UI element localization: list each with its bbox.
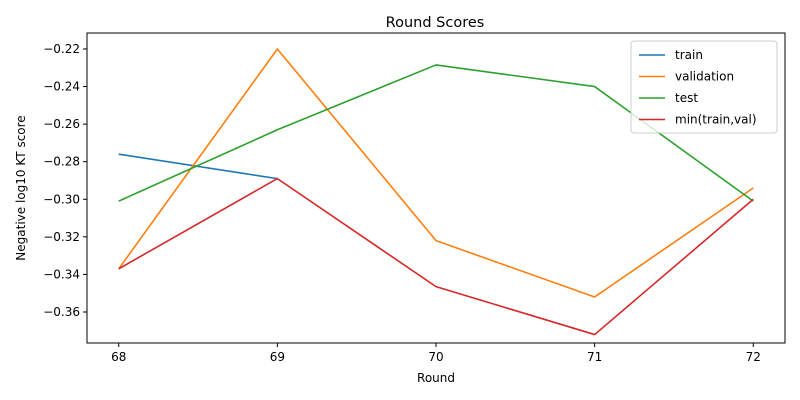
x-tick-label: 72	[746, 350, 761, 364]
x-tick-label: 71	[587, 350, 602, 364]
legend-label-0: train	[675, 48, 703, 62]
x-tick-label: 69	[270, 350, 285, 364]
y-axis: −0.36 −0.34 −0.32 −0.30 −0.28 −0.26 −0.24 −0.22	[43, 42, 87, 319]
x-axis-title: Round	[417, 371, 455, 385]
series-line-0	[118, 153, 278, 180]
y-tick-label: −0.30	[43, 192, 80, 206]
y-tick-label: −0.22	[43, 42, 80, 56]
y-tick-label: −0.36	[43, 305, 80, 319]
y-tick-label: −0.34	[43, 267, 80, 281]
y-tick-label: −0.24	[43, 80, 80, 94]
chart-title: Round Scores	[386, 15, 485, 31]
x-tick-label: 70	[428, 350, 443, 364]
series-line-1	[118, 48, 754, 298]
y-tick-label: −0.28	[43, 155, 80, 169]
series-line-3	[118, 177, 754, 336]
series-layer	[118, 48, 754, 336]
legend-label-1: validation	[675, 70, 734, 84]
y-tick-label: −0.26	[43, 117, 80, 131]
x-axis: 68 69 70 71 72	[111, 343, 761, 364]
y-tick-label: −0.32	[43, 230, 80, 244]
x-tick-label: 68	[111, 350, 126, 364]
legend-label-3: min(train,val)	[675, 113, 757, 127]
legend-label-2: test	[675, 91, 698, 105]
legend: train validation test min(train,val)	[630, 40, 778, 134]
legend-box	[630, 40, 778, 134]
y-axis-title: Negative log10 KT score	[14, 115, 28, 260]
